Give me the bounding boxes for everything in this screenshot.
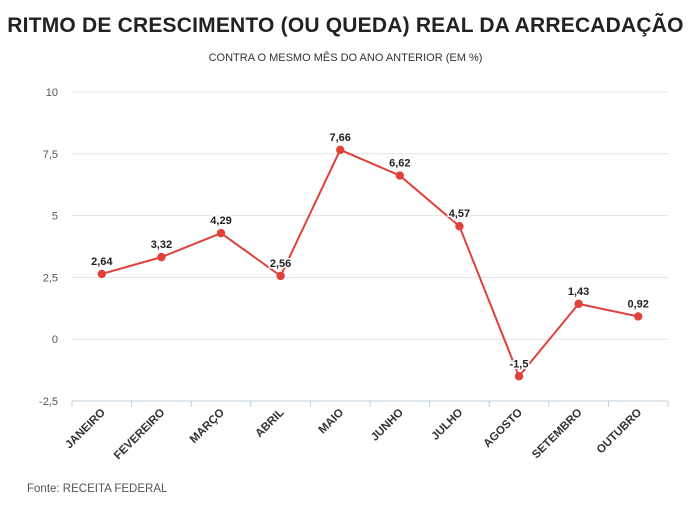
data-label: 4,29 xyxy=(210,215,231,227)
x-tick-label: AGOSTO xyxy=(482,407,526,451)
data-label: 1,43 xyxy=(568,286,589,298)
data-point xyxy=(634,312,643,321)
y-tick-label: 10 xyxy=(46,87,58,99)
data-label: 0,92 xyxy=(627,298,648,310)
data-label: 7,66 xyxy=(329,132,350,144)
chart-subtitle: CONTRA O MESMO MÊS DO ANO ANTERIOR (EM %… xyxy=(208,52,483,64)
data-point xyxy=(336,145,345,155)
x-tick-label: OUTUBRO xyxy=(595,407,645,457)
x-tick-label: FEVEREIRO xyxy=(112,407,168,463)
data-point xyxy=(574,299,583,309)
data-label: -1,5 xyxy=(510,358,529,370)
x-tick-label: SETEMBRO xyxy=(530,407,585,462)
data-point xyxy=(97,269,107,279)
data-point xyxy=(395,171,404,180)
series-line xyxy=(101,148,639,378)
y-tick-label: 2,5 xyxy=(43,272,58,284)
x-tick-label: JULHO xyxy=(429,407,465,443)
x-tick-label: ABRIL xyxy=(253,407,286,440)
data-point xyxy=(157,252,166,262)
source-note: Fonte: RECEITA FEDERAL xyxy=(27,483,168,495)
y-tick-label: 7,5 xyxy=(43,149,58,161)
data-label: 2,64 xyxy=(91,256,113,268)
y-tick-label: 5 xyxy=(52,211,58,223)
data-label: 4,57 xyxy=(449,208,470,220)
data-point xyxy=(276,271,285,281)
data-label: 2,56 xyxy=(270,258,291,270)
data-label: 6,62 xyxy=(389,158,410,170)
x-tick-label: MAIO xyxy=(317,407,347,437)
chart-title: RITMO DE CRESCIMENTO (OU QUEDA) REAL DA … xyxy=(7,14,684,37)
data-point xyxy=(216,228,226,238)
y-tick-label: 0 xyxy=(52,334,58,346)
x-tick-label: JUNHO xyxy=(369,407,406,444)
x-tick-label: MARÇO xyxy=(188,407,227,446)
x-tick-label: JANEIRO xyxy=(63,407,108,452)
data-point xyxy=(514,372,524,381)
data-point xyxy=(455,222,464,231)
y-tick-label: -2,5 xyxy=(39,396,58,408)
data-label: 3,32 xyxy=(151,239,172,251)
